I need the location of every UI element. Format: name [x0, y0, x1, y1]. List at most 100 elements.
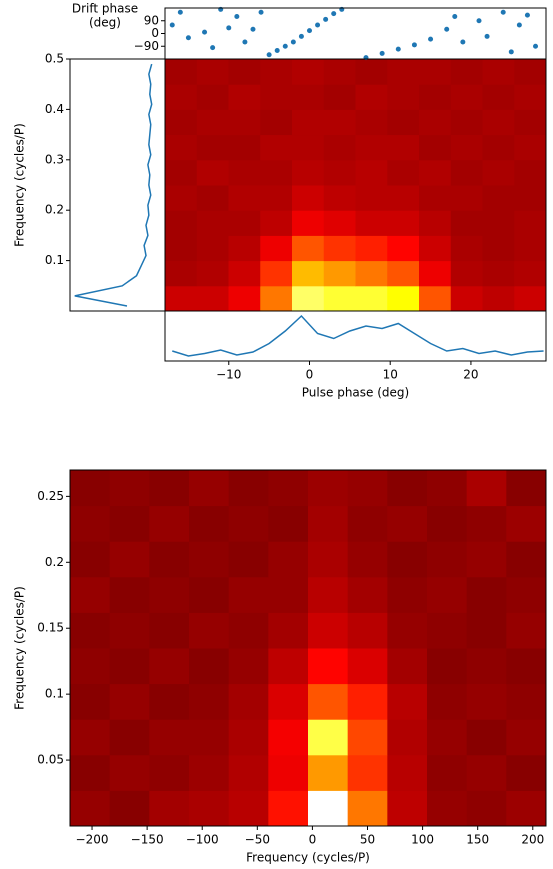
heatmap-cell	[482, 159, 515, 186]
heatmap-cell	[419, 84, 452, 110]
x-tick-label: 150	[466, 833, 489, 847]
heatmap-cell	[482, 285, 515, 312]
scatter-point	[226, 25, 232, 31]
heatmap-cell	[387, 159, 420, 186]
heatmap-cell	[482, 185, 515, 211]
scatter-point	[177, 9, 183, 15]
heatmap-cell	[387, 260, 420, 287]
heatmap-cell	[260, 59, 293, 85]
heatmap-cell	[189, 612, 230, 649]
heatmap-cell	[347, 612, 388, 649]
heatmap-cell	[387, 470, 428, 507]
heatmap-cell	[308, 576, 349, 613]
x-tick-label: 200	[521, 833, 544, 847]
heatmap-cell	[387, 285, 420, 312]
scatter-point	[411, 42, 417, 48]
heatmap-cell	[260, 285, 293, 312]
heatmap-cell	[355, 134, 388, 161]
y-tick-label: 0.1	[45, 687, 64, 701]
heatmap-cell	[228, 470, 269, 507]
heatmap-cell	[268, 648, 309, 685]
scatter-point	[395, 46, 401, 52]
heatmap-cell	[292, 134, 325, 161]
heatmap-cell	[482, 260, 515, 287]
heatmap-cell	[70, 790, 111, 827]
heatmap-cell	[482, 210, 515, 236]
heatmap-cell	[387, 210, 420, 236]
heatmap-cell	[427, 719, 468, 756]
heatmap-cell	[387, 576, 428, 613]
heatmap-cell	[514, 235, 547, 262]
heatmap-cell	[292, 235, 325, 262]
x-tick-label: 0	[306, 368, 314, 382]
heatmap-cell	[347, 505, 388, 542]
heatmap-cell	[149, 541, 190, 578]
heatmap-cell	[292, 185, 325, 211]
heatmap-cell	[514, 134, 547, 161]
y-tick-label: 0.2	[45, 203, 64, 217]
heatmap-cell	[347, 754, 388, 791]
heatmap-cell	[228, 683, 269, 720]
heatmap-cell	[514, 84, 547, 110]
scatter-point	[298, 33, 304, 39]
scatter-point	[452, 14, 458, 19]
heatmap-cell	[387, 648, 428, 685]
heatmap-cell	[482, 59, 515, 85]
heatmap-cell	[165, 134, 198, 161]
heatmap-cell	[506, 541, 547, 578]
scatter-point	[533, 43, 539, 49]
heatmap-cell	[189, 541, 230, 578]
heatmap-cell	[292, 109, 325, 136]
heatmap-cell	[355, 84, 388, 110]
heatmap-cell	[228, 235, 261, 262]
heatmap-cell	[109, 683, 150, 720]
heatmap-cell	[189, 576, 230, 613]
heatmap-cell	[347, 790, 388, 827]
y-tick-label: 0.15	[37, 621, 64, 635]
heatmap-cell	[228, 59, 261, 85]
heatmap-cell	[482, 109, 515, 136]
heatmap-cell	[196, 285, 229, 312]
heatmap-cell	[387, 59, 420, 85]
heatmap-cell	[149, 612, 190, 649]
heatmap-cell	[308, 470, 349, 507]
profile-line	[172, 314, 544, 357]
heatmap-cell	[466, 505, 507, 542]
heatmap-cell	[514, 260, 547, 287]
heatmap-cell	[260, 84, 293, 110]
heatmap-cell	[189, 754, 230, 791]
heatmap-cell	[70, 648, 111, 685]
heatmap-cell	[323, 84, 356, 110]
heatmap-cell	[260, 185, 293, 211]
heatmap-cell	[466, 648, 507, 685]
x-tick-label: −50	[245, 833, 270, 847]
heatmap-cell	[355, 285, 388, 312]
heatmap-cell	[466, 754, 507, 791]
heatmap-cell	[228, 612, 269, 649]
scatter-point	[331, 11, 337, 17]
heatmap-cell	[419, 109, 452, 136]
heatmap-cell	[514, 159, 547, 186]
heatmap-cell	[228, 719, 269, 756]
heatmap-cell	[506, 648, 547, 685]
scatter-point	[516, 22, 522, 28]
heatmap-cell	[506, 683, 547, 720]
scatter-point	[306, 28, 312, 34]
heatmap-cell	[228, 159, 261, 186]
scatter-point	[185, 35, 191, 41]
heatmap-cell	[189, 505, 230, 542]
heatmap-cell	[149, 505, 190, 542]
heatmap-cell	[228, 790, 269, 827]
heatmap-cell	[387, 235, 420, 262]
heatmap-cell	[387, 134, 420, 161]
heatmap-cell	[419, 159, 452, 186]
heatmap-cell	[419, 260, 452, 287]
heatmap-cell	[427, 470, 468, 507]
heatmap-cell	[387, 683, 428, 720]
heatmap-cell	[149, 719, 190, 756]
heatmap-cell	[355, 235, 388, 262]
heatmap-cell	[70, 470, 111, 507]
scatter-point	[500, 9, 506, 15]
heatmap-cell	[323, 285, 356, 312]
heatmap-cell	[482, 235, 515, 262]
